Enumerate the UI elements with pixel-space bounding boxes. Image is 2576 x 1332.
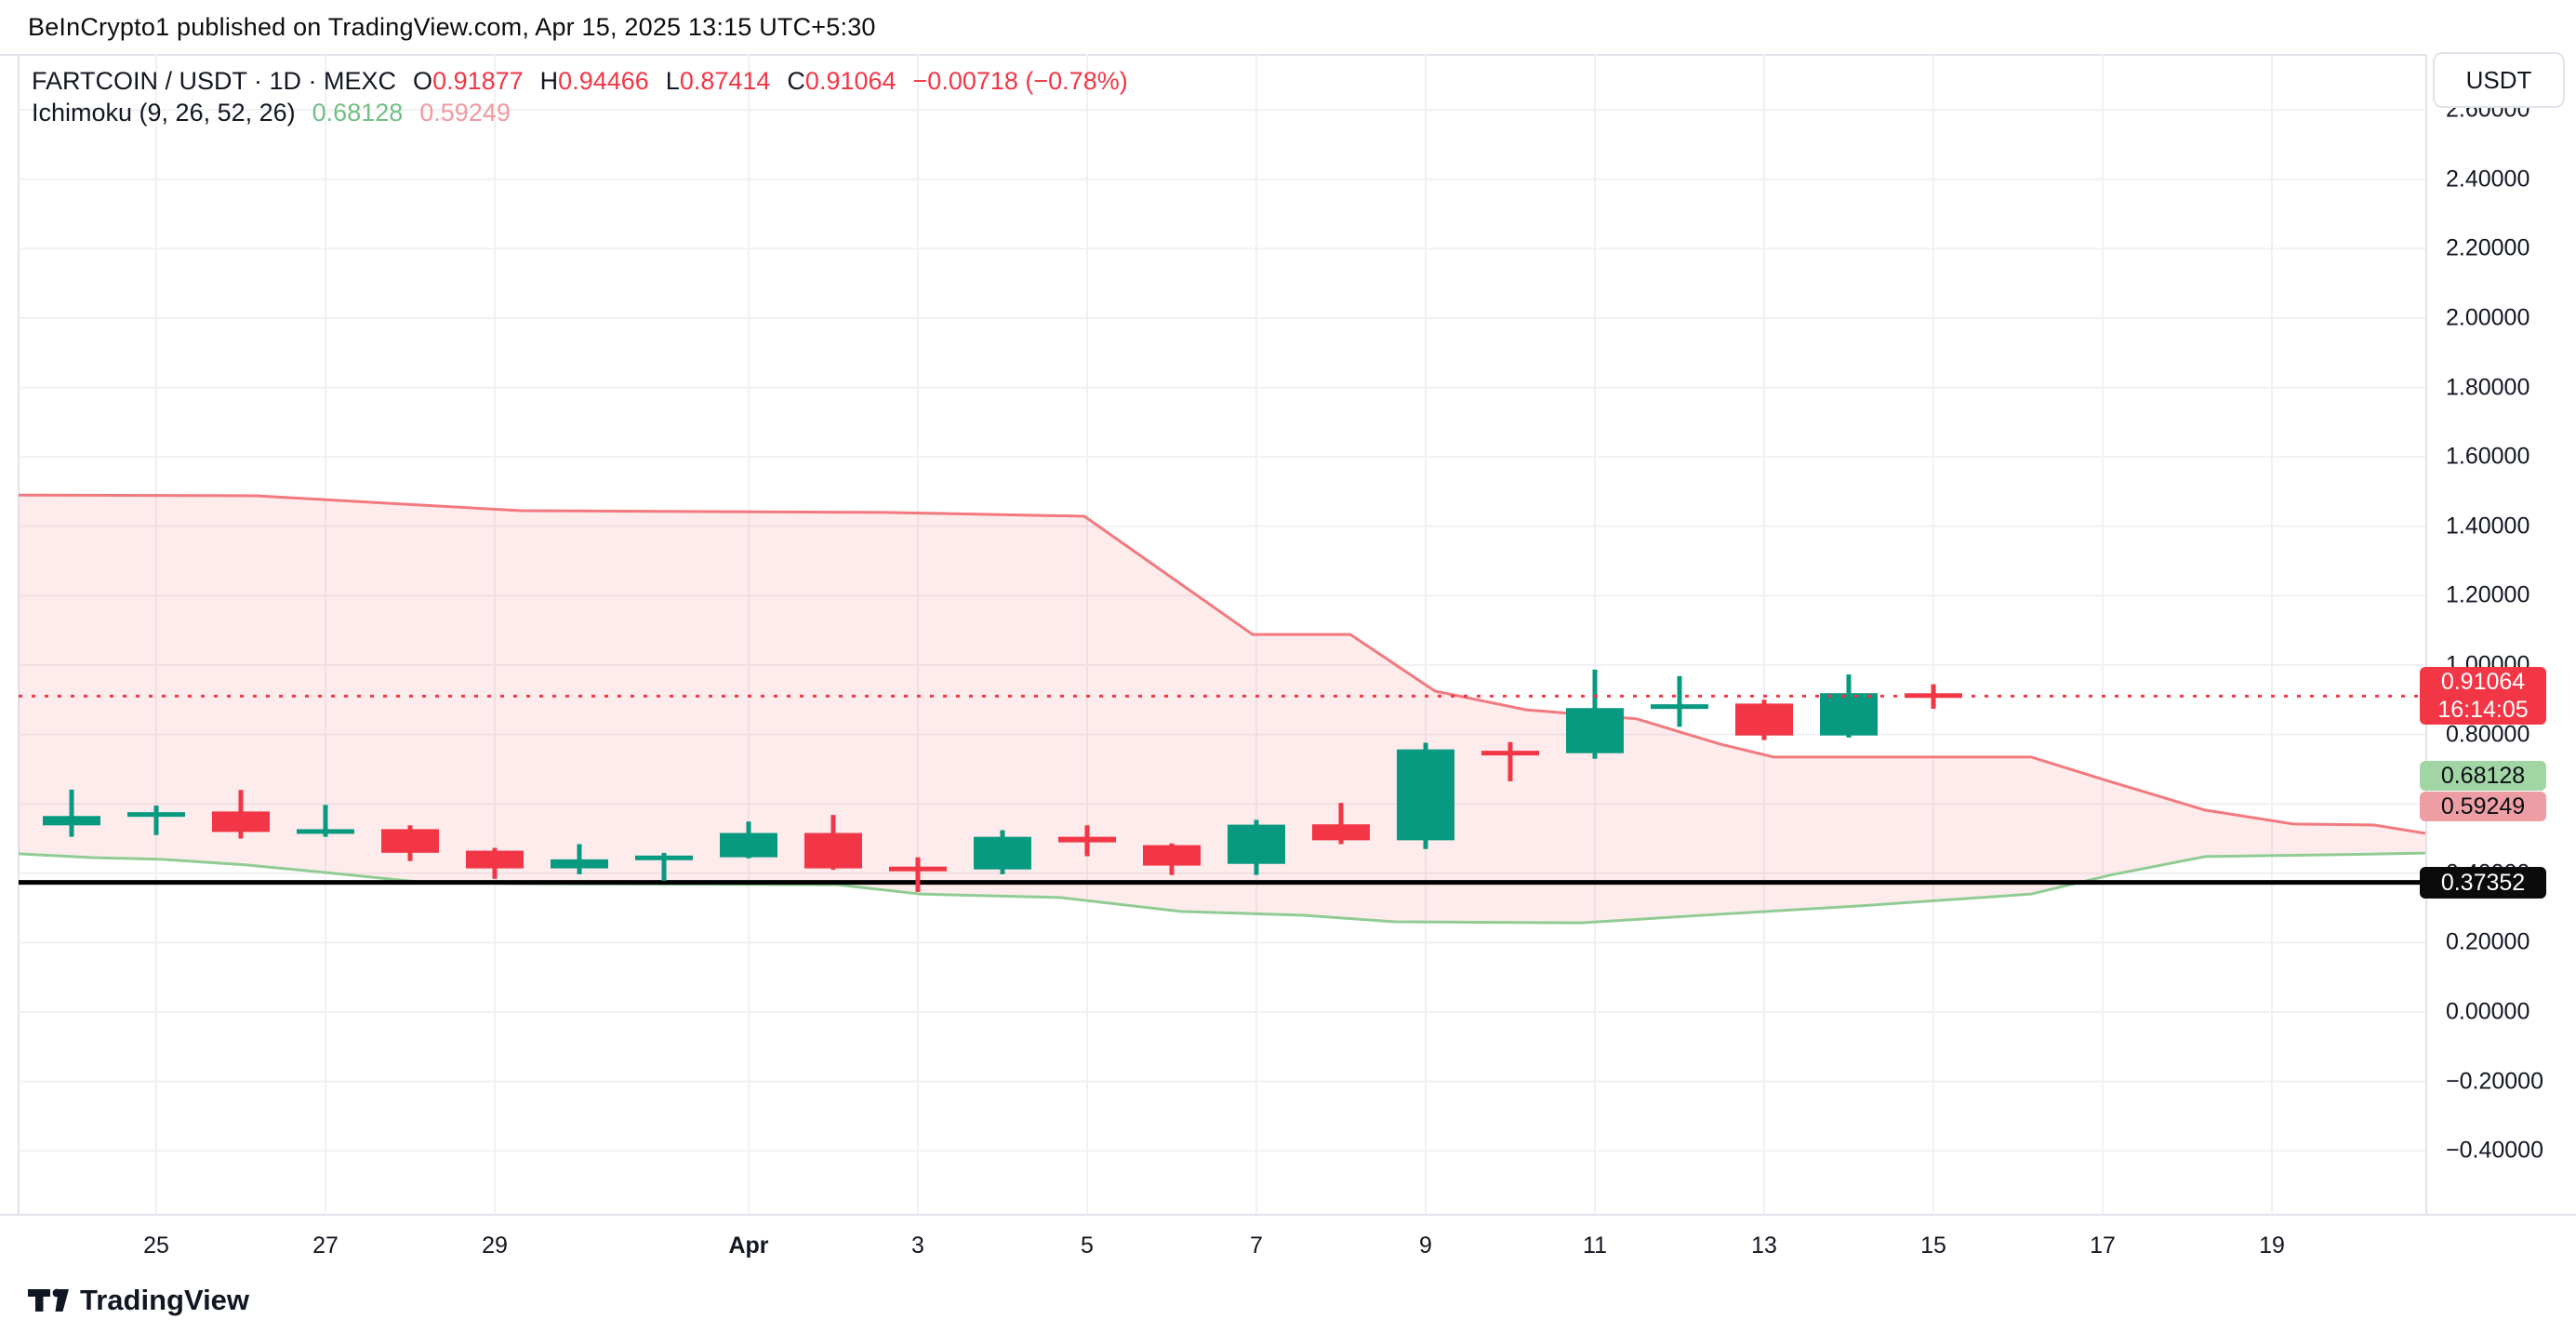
price-tick-−0.20000: −0.20000: [2446, 1068, 2543, 1095]
time-tick-19: 19: [2259, 1232, 2285, 1259]
candle-apr-9[interactable]: [1397, 742, 1454, 849]
candle-apr-2[interactable]: [804, 815, 862, 871]
price-axis[interactable]: USDT 2.60000 2.40000 2.20000 2.00000 1.80000…: [2420, 52, 2576, 1214]
candle-apr-14[interactable]: [1820, 674, 1878, 738]
candle-apr-5[interactable]: [1058, 825, 1116, 857]
attribution-header: BeInCrypto1 published on TradingView.com…: [28, 13, 876, 41]
candle-mar-29[interactable]: [466, 847, 524, 879]
candle-apr-4[interactable]: [974, 830, 1031, 874]
time-tick-29: 29: [482, 1232, 508, 1259]
candle-apr-12[interactable]: [1651, 675, 1708, 727]
time-tick-5: 5: [1081, 1232, 1094, 1259]
price-tick-1.60000: 1.60000: [2446, 443, 2530, 470]
candle-apr-3[interactable]: [889, 857, 947, 892]
indicator-value-b: 0.59249: [419, 98, 511, 127]
ichimoku-lead-a-badge: 0.68128: [2420, 760, 2546, 791]
ohlc-open: O0.91877: [413, 66, 524, 95]
candle-mar-24[interactable]: [43, 789, 100, 837]
candle-mar-28[interactable]: [381, 825, 439, 861]
time-tick-9: 9: [1419, 1232, 1432, 1259]
time-axis[interactable]: 25 27 29 Apr 3 5 7 9 11 13 15 17 19: [0, 1214, 2576, 1277]
chart-legend: FARTCOIN / USDT · 1D · MEXC O0.91877 H0.…: [32, 65, 1145, 128]
price-tick-0.00000: 0.00000: [2446, 998, 2530, 1025]
candle-mar-30[interactable]: [551, 844, 608, 874]
time-tick-7: 7: [1250, 1232, 1263, 1259]
candle-apr-8[interactable]: [1312, 803, 1370, 845]
price-tick-1.40000: 1.40000: [2446, 513, 2530, 539]
candle-apr-11[interactable]: [1566, 669, 1624, 759]
time-tick-27: 27: [312, 1232, 339, 1259]
chart-pane[interactable]: FARTCOIN / USDT · 1D · MEXC O0.91877 H0.…: [0, 54, 2425, 1214]
indicator-title[interactable]: Ichimoku (9, 26, 52, 26): [32, 98, 296, 127]
time-tick-25: 25: [143, 1232, 169, 1259]
candlestick-ichimoku-chart: [0, 54, 2425, 1214]
tradingview-footer: TradingView: [28, 1284, 249, 1317]
tradingview-logo-icon[interactable]: [28, 1286, 69, 1314]
time-tick-3: 3: [911, 1232, 924, 1259]
time-tick-apr: Apr: [728, 1232, 769, 1259]
indicator-legend-row[interactable]: Ichimoku (9, 26, 52, 26) 0.68128 0.59249: [32, 97, 1145, 128]
candle-apr-7[interactable]: [1228, 819, 1285, 875]
time-tick-11: 11: [1583, 1232, 1607, 1259]
candle-apr-1[interactable]: [720, 821, 777, 859]
price-tick-2.40000: 2.40000: [2446, 166, 2530, 193]
time-tick-13: 13: [1751, 1232, 1777, 1259]
ohlc-low: L0.87414: [665, 66, 771, 95]
ohlc-high: H0.94466: [539, 66, 649, 95]
candle-mar-27[interactable]: [297, 805, 354, 837]
last-price-badge: 0.91064 16:14:05: [2420, 667, 2546, 726]
symbol-title[interactable]: FARTCOIN / USDT · 1D · MEXC: [32, 66, 397, 95]
time-tick-17: 17: [2090, 1232, 2116, 1259]
price-tick-1.80000: 1.80000: [2446, 374, 2530, 401]
price-tick-−0.40000: −0.40000: [2446, 1137, 2543, 1164]
candle-mar-26[interactable]: [212, 790, 270, 839]
price-tick-2.00000: 2.00000: [2446, 304, 2530, 331]
price-tick-0.20000: 0.20000: [2446, 928, 2530, 955]
price-tick-0.80000: 0.80000: [2446, 721, 2530, 748]
candle-apr-10[interactable]: [1481, 741, 1539, 781]
candle-mar-31[interactable]: [635, 852, 693, 882]
candle-apr-6[interactable]: [1143, 843, 1201, 875]
ichimoku-lead-b-badge: 0.59249: [2420, 792, 2546, 821]
symbol-legend-row[interactable]: FARTCOIN / USDT · 1D · MEXC O0.91877 H0.…: [32, 65, 1145, 97]
currency-toggle-button[interactable]: USDT: [2433, 52, 2565, 108]
indicator-value-a: 0.68128: [312, 98, 404, 127]
time-tick-15: 15: [1920, 1232, 1946, 1259]
price-tick-1.20000: 1.20000: [2446, 581, 2530, 608]
plot-area: [19, 54, 2425, 1214]
candle-mar-25[interactable]: [127, 806, 185, 835]
level-line-badge: 0.37352: [2420, 866, 2546, 899]
ichimoku-cloud: [19, 493, 2425, 925]
candle-apr-13[interactable]: [1735, 699, 1793, 740]
price-tick-2.20000: 2.20000: [2446, 234, 2530, 261]
price-change: −0.00718 (−0.78%): [912, 66, 1128, 95]
ohlc-close: C0.91064: [787, 66, 896, 95]
tradingview-logo-text[interactable]: TradingView: [80, 1284, 250, 1316]
